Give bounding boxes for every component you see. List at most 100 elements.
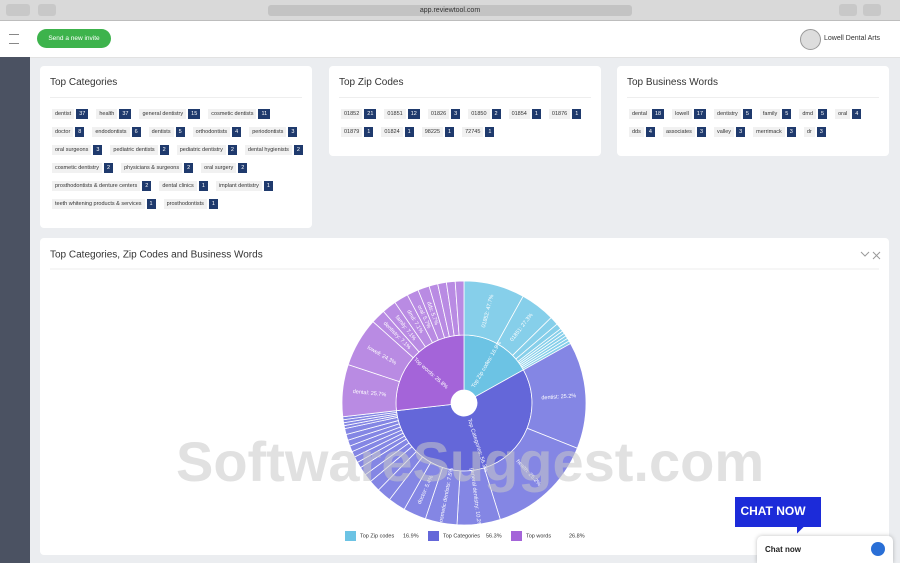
- tag[interactable]: periodontists 3: [249, 127, 298, 137]
- tag-label[interactable]: periodontists: [249, 127, 287, 137]
- tag[interactable]: 01852 21: [341, 109, 377, 119]
- tag[interactable]: 01824 1: [381, 127, 414, 137]
- tag-count[interactable]: 1: [364, 127, 374, 137]
- tag[interactable]: prosthodontists & denture centers 2: [52, 181, 152, 191]
- tag[interactable]: cosmetic dentistry 2: [52, 163, 114, 173]
- tag[interactable]: general dentistry 15: [139, 109, 201, 119]
- tag-count[interactable]: 8: [75, 127, 85, 137]
- tag[interactable]: dds 4: [629, 127, 655, 137]
- tag[interactable]: pediatric dentistry 2: [176, 145, 237, 155]
- tag[interactable]: 01851 12: [384, 109, 420, 119]
- tag-count[interactable]: 3: [451, 109, 461, 119]
- tag-label[interactable]: orthodontists: [192, 127, 231, 137]
- tag[interactable]: dentists 5: [148, 127, 185, 137]
- tag-label[interactable]: 01850: [468, 109, 490, 119]
- tag-label[interactable]: prosthodontists: [163, 199, 207, 209]
- tag-count[interactable]: 12: [407, 109, 420, 119]
- tag-count[interactable]: 5: [175, 127, 185, 137]
- tag[interactable]: 72745 1: [462, 127, 495, 137]
- tag-count[interactable]: 37: [76, 109, 89, 119]
- tag-label[interactable]: 72745: [462, 127, 484, 137]
- chat-icon[interactable]: [871, 542, 885, 556]
- tag-label[interactable]: dental: [629, 109, 650, 119]
- tag-label[interactable]: dental hygienists: [244, 145, 292, 155]
- tag-label[interactable]: cosmetic dentistry: [52, 163, 103, 173]
- tag-label[interactable]: 01826: [427, 109, 450, 119]
- tag[interactable]: dentist 37: [52, 109, 89, 119]
- tag-count[interactable]: 5: [742, 109, 752, 119]
- nav-buttons[interactable]: [6, 4, 30, 16]
- tag[interactable]: oral 4: [835, 109, 862, 119]
- tag[interactable]: implant dentistry 1: [215, 181, 273, 191]
- tag[interactable]: dental hygienists 2: [244, 145, 303, 155]
- tag-label[interactable]: dentists: [148, 127, 174, 137]
- share-button[interactable]: [839, 4, 857, 16]
- tag-label[interactable]: pediatric dentistry: [176, 145, 226, 155]
- tag-label[interactable]: health: [96, 109, 118, 119]
- tag[interactable]: pediatric dentists 2: [110, 145, 169, 155]
- tag-count[interactable]: 1: [445, 127, 455, 137]
- tag[interactable]: dental 18: [629, 109, 665, 119]
- tag[interactable]: orthodontists 4: [192, 127, 242, 137]
- sidebar-toggle[interactable]: [38, 4, 56, 16]
- tag-count[interactable]: 5: [782, 109, 792, 119]
- tag-count[interactable]: 1: [531, 109, 541, 119]
- tag-count[interactable]: 11: [258, 109, 271, 119]
- tag-label[interactable]: prosthodontists & denture centers: [52, 181, 141, 191]
- tag-count[interactable]: 1: [572, 109, 582, 119]
- tag-label[interactable]: teeth whitening products & services: [52, 199, 145, 209]
- tag-count[interactable]: 1: [263, 181, 273, 191]
- tag-label[interactable]: lowell: [672, 109, 692, 119]
- tag[interactable]: 01826 3: [427, 109, 461, 119]
- tag-label[interactable]: 01854: [508, 109, 530, 119]
- invite-button[interactable]: Send a new invite: [37, 29, 111, 48]
- tag-label[interactable]: 01879: [341, 127, 363, 137]
- tag[interactable]: 01876 1: [548, 109, 582, 119]
- tag-count[interactable]: 4: [232, 127, 242, 137]
- tag-count[interactable]: 1: [146, 199, 156, 209]
- tag-label[interactable]: oral surgeons: [52, 145, 92, 155]
- tag-count[interactable]: 3: [696, 127, 706, 137]
- tag-label[interactable]: oral surgery: [201, 163, 237, 173]
- tabs-button[interactable]: [863, 4, 881, 16]
- tag[interactable]: 98225 1: [421, 127, 455, 137]
- tag[interactable]: 01850 2: [468, 109, 501, 119]
- tag[interactable]: teeth whitening products & services 1: [52, 199, 156, 209]
- chat-widget[interactable]: Chat now: [757, 536, 893, 563]
- tag[interactable]: doctor 8: [52, 127, 85, 137]
- tag-count[interactable]: 21: [364, 109, 377, 119]
- tag[interactable]: oral surgery 2: [201, 163, 248, 173]
- tag-count[interactable]: 6: [131, 127, 141, 137]
- tag[interactable]: physicians & surgeons 2: [121, 163, 194, 173]
- tag-label[interactable]: dentist: [52, 109, 75, 119]
- tag-label[interactable]: 01851: [384, 109, 406, 119]
- user-name[interactable]: Lowell Dental Arts: [824, 35, 881, 42]
- tag-label[interactable]: pediatric dentists: [110, 145, 158, 155]
- tag-label[interactable]: dds: [629, 127, 644, 137]
- tag-count[interactable]: 2: [293, 145, 303, 155]
- tag-count[interactable]: 37: [119, 109, 132, 119]
- tag-label[interactable]: merrimack: [753, 127, 785, 137]
- tag[interactable]: dr 3: [803, 127, 826, 137]
- tag[interactable]: dmd 5: [799, 109, 828, 119]
- tag-label[interactable]: implant dentistry: [215, 181, 262, 191]
- tag-count[interactable]: 4: [852, 109, 862, 119]
- tag-count[interactable]: 1: [208, 199, 218, 209]
- tag-label[interactable]: doctor: [52, 127, 74, 137]
- menu-icon[interactable]: [9, 34, 19, 44]
- tag[interactable]: 01879 1: [341, 127, 374, 137]
- tag[interactable]: associates 3: [662, 127, 706, 137]
- tag-label[interactable]: 01852: [341, 109, 363, 119]
- tag-label[interactable]: 01876: [548, 109, 571, 119]
- tag-label[interactable]: general dentistry: [139, 109, 187, 119]
- tag-label[interactable]: endodontists: [92, 127, 130, 137]
- chat-widget-text[interactable]: Chat now: [765, 545, 801, 554]
- bubble-shape[interactable]: [733, 495, 823, 538]
- tag-count[interactable]: 5: [818, 109, 828, 119]
- tag-label[interactable]: cosmetic dentists: [208, 109, 257, 119]
- tag-label[interactable]: dental clinics: [159, 181, 197, 191]
- tag-label[interactable]: family: [759, 109, 781, 119]
- tag-label[interactable]: associates: [662, 127, 695, 137]
- tag-label[interactable]: 01824: [381, 127, 403, 137]
- tag-count[interactable]: 1: [198, 181, 208, 191]
